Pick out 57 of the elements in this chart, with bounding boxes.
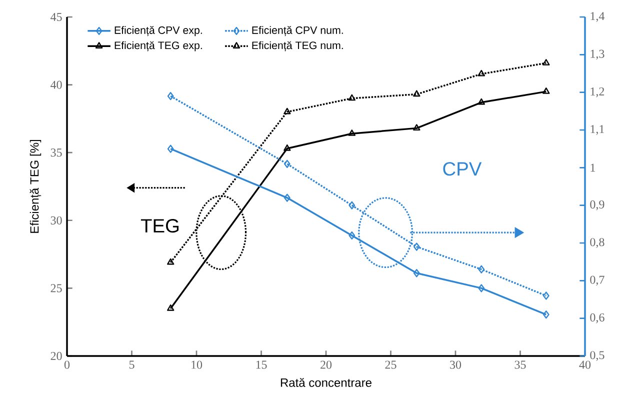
- point: [542, 292, 550, 300]
- y2-tick-label: 0,5: [590, 351, 604, 361]
- point: [348, 201, 356, 210]
- point: [478, 265, 485, 274]
- point: [284, 108, 291, 114]
- point: [478, 284, 485, 292]
- y2-tick-label: 1: [590, 164, 595, 172]
- y2-tick-label: 1,3: [590, 50, 604, 60]
- x-tick-label: 35: [514, 360, 526, 369]
- point: [542, 310, 550, 319]
- point: [284, 144, 291, 151]
- point: [413, 269, 420, 278]
- legend-label: Eficiență CPV num.: [252, 26, 343, 36]
- point: [478, 70, 485, 76]
- y2-tick-label: 0,9: [590, 200, 604, 210]
- legend-label: Eficiență TEG num.: [252, 41, 343, 52]
- point: [167, 92, 174, 100]
- annotation: CPV: [443, 162, 482, 176]
- y2-tick-label: 1,2: [590, 87, 604, 98]
- point: [478, 98, 485, 105]
- x-tick-label: 40: [579, 360, 591, 369]
- point: [348, 94, 356, 101]
- y-axis-title: Eficiență TEG [%]: [30, 140, 42, 233]
- point: [167, 258, 174, 265]
- y2-tick-label: 1,1: [590, 125, 604, 135]
- point: [284, 160, 290, 168]
- point: [542, 88, 550, 94]
- y-tick-label: 35: [50, 148, 62, 157]
- y2-tick-label: 0,8: [590, 238, 604, 248]
- legend-label: Eficiență CPV exp.: [114, 26, 202, 36]
- x-tick-label: 30: [450, 360, 462, 369]
- x-tick-label: 10: [192, 360, 202, 369]
- point: [284, 194, 290, 202]
- y2-tick-label: 1,4: [590, 12, 605, 22]
- x-tick-label: 15: [256, 360, 267, 369]
- x-axis-title: Rată concentrare: [280, 378, 372, 387]
- point: [542, 59, 550, 66]
- annotation: TEG: [140, 219, 179, 233]
- x-tick-label: 20: [320, 360, 332, 369]
- y2-tick-label: 0,7: [590, 276, 604, 286]
- point: [167, 304, 174, 311]
- point: [167, 144, 174, 153]
- x-tick-label: 25: [385, 360, 396, 369]
- y-tick-label: 20: [50, 352, 62, 360]
- point: [413, 90, 420, 97]
- x-tick-label: 0: [64, 360, 70, 369]
- x-tick-label: 5: [129, 360, 134, 369]
- y-tick-label: 25: [50, 284, 62, 292]
- y-tick-label: 30: [50, 216, 62, 224]
- y-tick-label: 45: [50, 12, 62, 22]
- point: [413, 124, 420, 131]
- point: [348, 130, 356, 136]
- legend-label: Eficiență TEG exp.: [114, 41, 202, 52]
- y2-tick-label: 0,6: [590, 313, 604, 324]
- point: [413, 242, 420, 251]
- point: [348, 231, 356, 240]
- y-tick-label: 40: [50, 80, 62, 89]
